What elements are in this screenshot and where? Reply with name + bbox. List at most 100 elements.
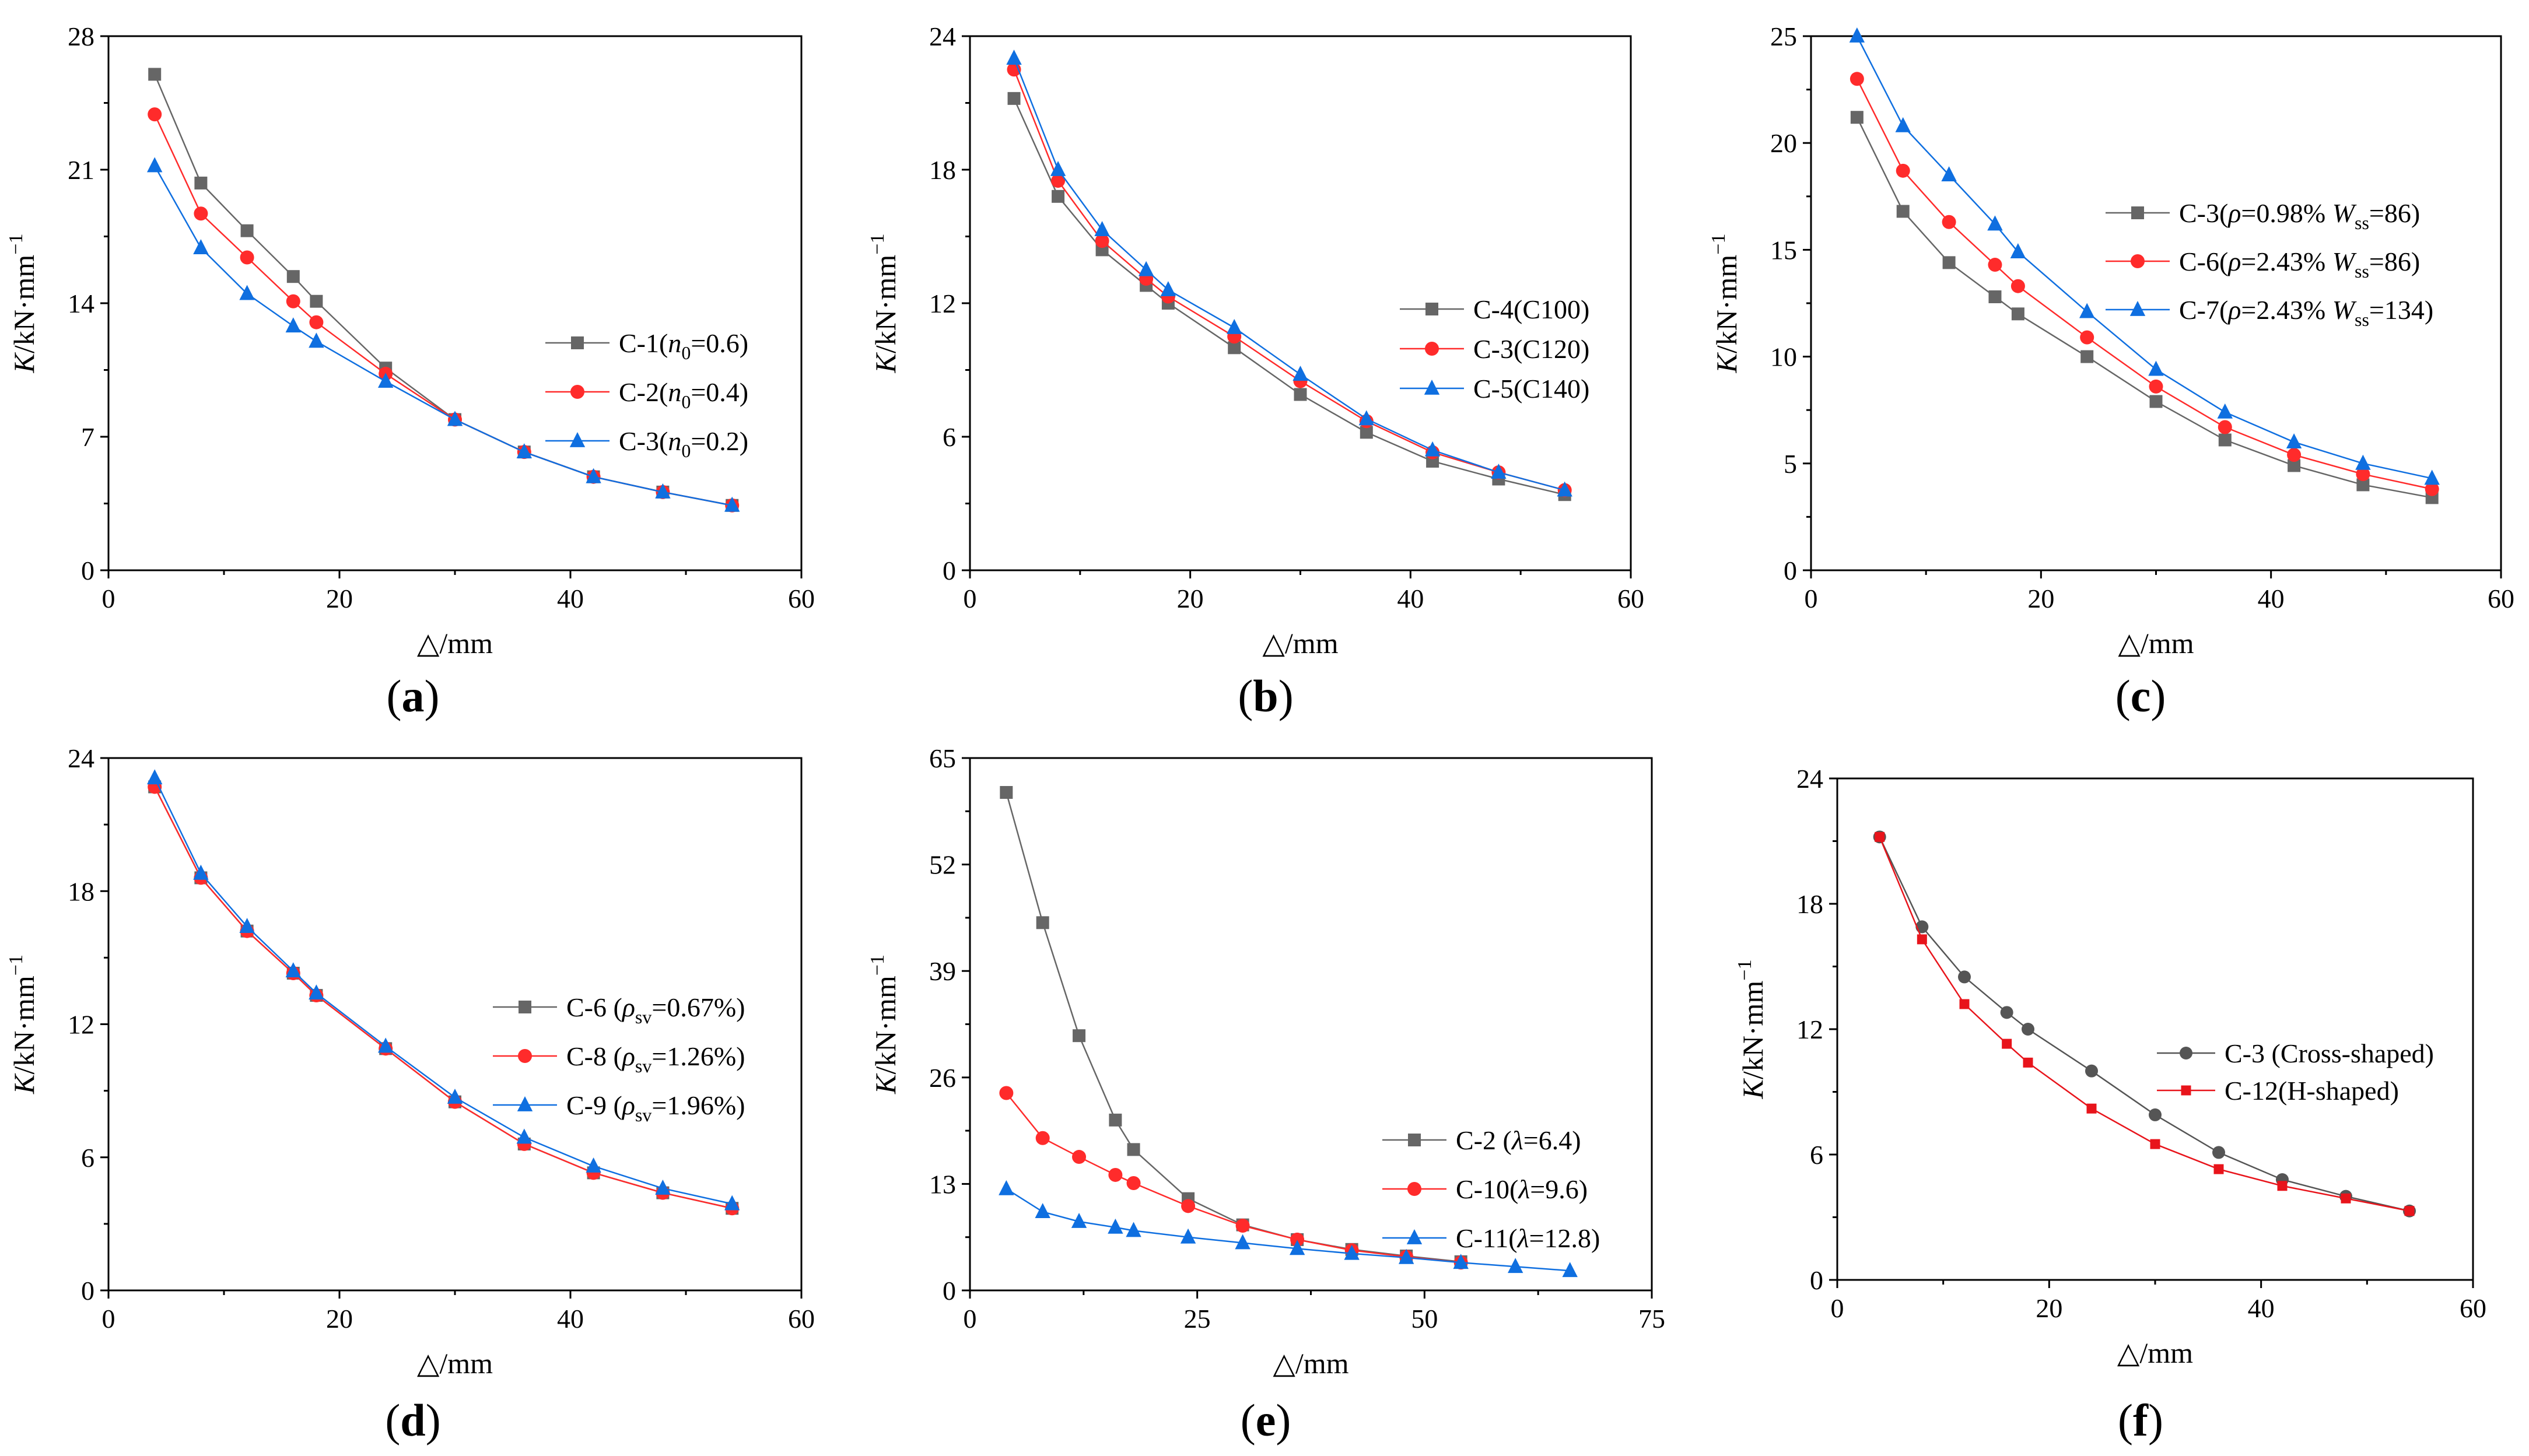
data-point — [240, 250, 254, 265]
data-point — [2022, 1023, 2034, 1036]
x-tick-label: 60 — [788, 1304, 815, 1334]
series-3 — [147, 157, 740, 512]
data-point — [1896, 205, 1910, 218]
legend-label: C-2 (λ=6.4) — [1456, 1125, 1581, 1155]
legend-marker — [2129, 300, 2146, 316]
data-point — [1227, 318, 1242, 334]
data-point — [194, 206, 208, 221]
legend-marker — [2181, 1085, 2191, 1096]
data-point — [1358, 410, 1374, 426]
y-axis-title: K/kN·mm−1 — [1708, 234, 1743, 374]
legend-label: C-6 (ρsv=0.67%) — [566, 992, 745, 1027]
series-line — [1006, 1092, 1461, 1264]
series-line — [1013, 58, 1565, 491]
data-point — [2277, 1181, 2288, 1191]
panel-label: (d) — [385, 1395, 440, 1446]
data-point — [2149, 395, 2163, 408]
data-point — [2218, 433, 2232, 447]
data-point — [2212, 1146, 2225, 1159]
y-tick-label: 18 — [1796, 889, 1823, 919]
legend-marker — [2131, 206, 2144, 219]
data-point — [2150, 1139, 2160, 1149]
legend-item-2: C-12(H-shaped) — [2157, 1076, 2399, 1106]
data-point — [2213, 1164, 2224, 1174]
data-point — [586, 1157, 601, 1173]
legend-marker — [2131, 254, 2145, 268]
data-point — [999, 1086, 1014, 1100]
y-tick-label: 7 — [81, 422, 94, 452]
data-point — [2080, 330, 2094, 345]
x-tick-label: 60 — [2460, 1293, 2486, 1323]
data-point — [1917, 934, 1927, 945]
data-point — [1453, 1254, 1469, 1269]
legend-marker — [1425, 303, 1438, 315]
data-point — [1094, 221, 1110, 236]
series-1 — [1873, 830, 2416, 1218]
legend-item-1: C-6 (ρsv=0.67%) — [493, 992, 745, 1027]
legend-item-3: C-9 (ρsv=1.96%) — [493, 1090, 745, 1125]
data-point — [309, 332, 324, 348]
legend-label: C-6(ρ=2.43% Wss=86) — [2179, 247, 2420, 282]
panel-label: (a) — [387, 671, 440, 721]
data-point — [1235, 1234, 1251, 1250]
x-axis-title: △/mm — [417, 1347, 493, 1380]
data-point — [1072, 1150, 1087, 1164]
legend-marker — [2180, 1047, 2192, 1059]
data-point — [2080, 350, 2094, 363]
data-point — [1000, 785, 1013, 799]
data-point — [239, 918, 255, 934]
data-point — [286, 270, 300, 283]
data-point — [148, 68, 162, 81]
x-tick-label: 40 — [2248, 1293, 2275, 1323]
legend-label: C-8 (ρsv=1.26%) — [566, 1041, 745, 1076]
legend-item-2: C-2(n0=0.4) — [545, 377, 748, 412]
data-point — [1127, 1143, 1140, 1156]
data-point — [2218, 420, 2232, 434]
y-tick-label: 0 — [1784, 556, 1797, 585]
chart-panel-b: 0 20 40 60 0 6 12 18 24 △/mm K/kN·mm−1 C-4(C100) C-3… — [867, 22, 1644, 721]
series-1 — [1000, 785, 1467, 1268]
data-point — [1006, 50, 1022, 65]
data-point — [2425, 482, 2439, 496]
data-point — [2148, 360, 2164, 376]
data-point — [1849, 27, 1865, 43]
y-tick-label: 20 — [1770, 128, 1797, 158]
series-line — [1006, 792, 1461, 1263]
data-point — [239, 285, 255, 300]
legend-marker — [519, 1001, 531, 1013]
y-tick-label: 13 — [929, 1169, 956, 1199]
chart-panel-a: 0 20 40 60 0 7 14 21 28 △/mm K/kN·mm−1 C-1(n0=0.6) C… — [5, 22, 815, 721]
data-point — [2288, 459, 2301, 472]
legend-marker — [569, 431, 586, 447]
legend-marker — [571, 336, 584, 349]
y-tick-label: 24 — [1796, 764, 1823, 794]
data-point — [1987, 215, 2003, 231]
y-tick-label: 0 — [81, 556, 94, 585]
data-point — [1126, 1222, 1141, 1237]
data-point — [1095, 234, 1109, 248]
series-line — [154, 786, 733, 1209]
data-point — [2149, 1108, 2162, 1121]
data-point — [1109, 1113, 1122, 1127]
x-axis-title: △/mm — [2118, 627, 2194, 659]
series-2 — [1850, 72, 2439, 496]
data-point — [378, 1037, 394, 1053]
data-point — [1850, 111, 1864, 124]
y-tick-label: 24 — [929, 22, 956, 51]
y-tick-label: 6 — [81, 1143, 94, 1173]
legend-marker — [1407, 1182, 1421, 1196]
data-point — [1562, 1262, 1578, 1278]
data-point — [148, 107, 162, 122]
legend-item-1: C-3(ρ=0.98% Wss=86) — [2106, 198, 2420, 233]
legend-label: C-2(n0=0.4) — [619, 377, 748, 412]
x-tick-label: 20 — [2036, 1293, 2062, 1323]
data-point — [1942, 215, 1956, 229]
data-point — [1398, 1248, 1414, 1264]
legend-marker — [1406, 1229, 1423, 1244]
series-3 — [147, 769, 740, 1211]
legend-item-3: C-7(ρ=2.43% Wss=134) — [2106, 295, 2433, 330]
data-point — [516, 443, 532, 459]
x-tick-label: 75 — [1638, 1304, 1665, 1334]
data-point — [1988, 258, 2002, 272]
